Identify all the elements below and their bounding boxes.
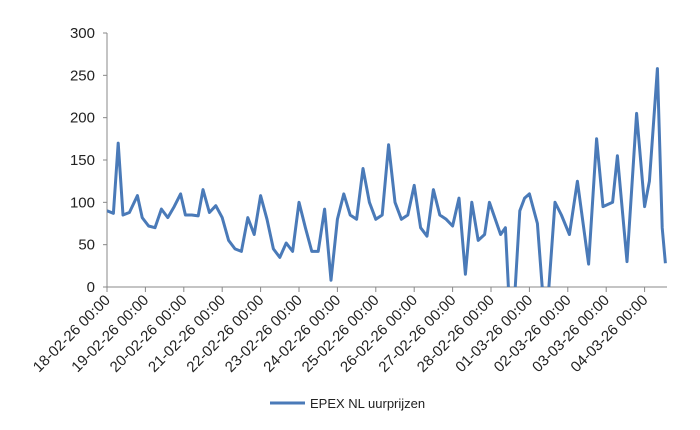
- y-tick-label: 100: [70, 194, 95, 211]
- legend-label: EPEX NL uurprijzen: [310, 396, 425, 411]
- y-tick-label: 200: [70, 110, 95, 127]
- y-tick-label: 250: [70, 67, 95, 84]
- data-line: [107, 67, 667, 287]
- y-tick-label: 300: [70, 25, 95, 42]
- y-tick-label: 150: [70, 152, 95, 169]
- y-tick-label: 0: [87, 279, 95, 296]
- y-tick-label: 50: [78, 237, 95, 254]
